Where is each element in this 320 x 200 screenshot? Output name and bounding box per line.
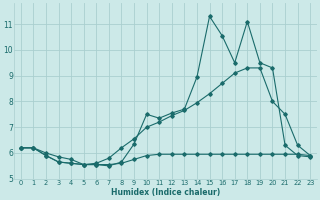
X-axis label: Humidex (Indice chaleur): Humidex (Indice chaleur): [111, 188, 220, 197]
